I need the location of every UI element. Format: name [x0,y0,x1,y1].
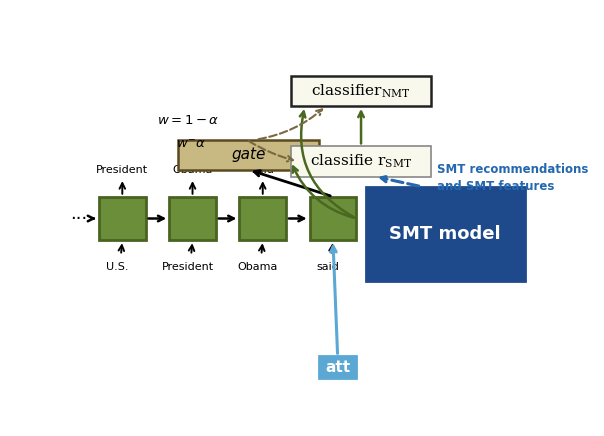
Text: att: att [325,360,350,375]
FancyBboxPatch shape [169,197,216,240]
Text: $w^{-}\alpha$: $w^{-}\alpha$ [176,138,206,151]
Text: Obama: Obama [238,262,278,272]
Text: President: President [96,165,149,175]
FancyBboxPatch shape [291,146,431,177]
Text: said: said [317,262,339,272]
FancyBboxPatch shape [319,356,356,378]
Text: classifier$_{\mathregular{NMT}}$: classifier$_{\mathregular{NMT}}$ [312,82,411,100]
Text: gate: gate [231,147,266,162]
FancyBboxPatch shape [99,197,146,240]
FancyBboxPatch shape [291,76,431,106]
Text: SMT recommendations
and SMT features: SMT recommendations and SMT features [437,163,589,193]
FancyBboxPatch shape [366,187,525,281]
FancyBboxPatch shape [179,140,319,170]
Text: $w = 1 - \alpha$: $w = 1 - \alpha$ [158,115,220,127]
Text: U.S.: U.S. [106,262,129,272]
Text: SMT model: SMT model [390,225,501,242]
Text: ···: ··· [70,210,87,228]
FancyBboxPatch shape [239,197,286,240]
Text: said: said [251,165,274,175]
Text: classifie r$_{\mathregular{SMT}}$: classifie r$_{\mathregular{SMT}}$ [310,153,412,170]
FancyBboxPatch shape [310,197,356,240]
Text: Obama: Obama [172,165,213,175]
Text: President: President [162,262,214,272]
